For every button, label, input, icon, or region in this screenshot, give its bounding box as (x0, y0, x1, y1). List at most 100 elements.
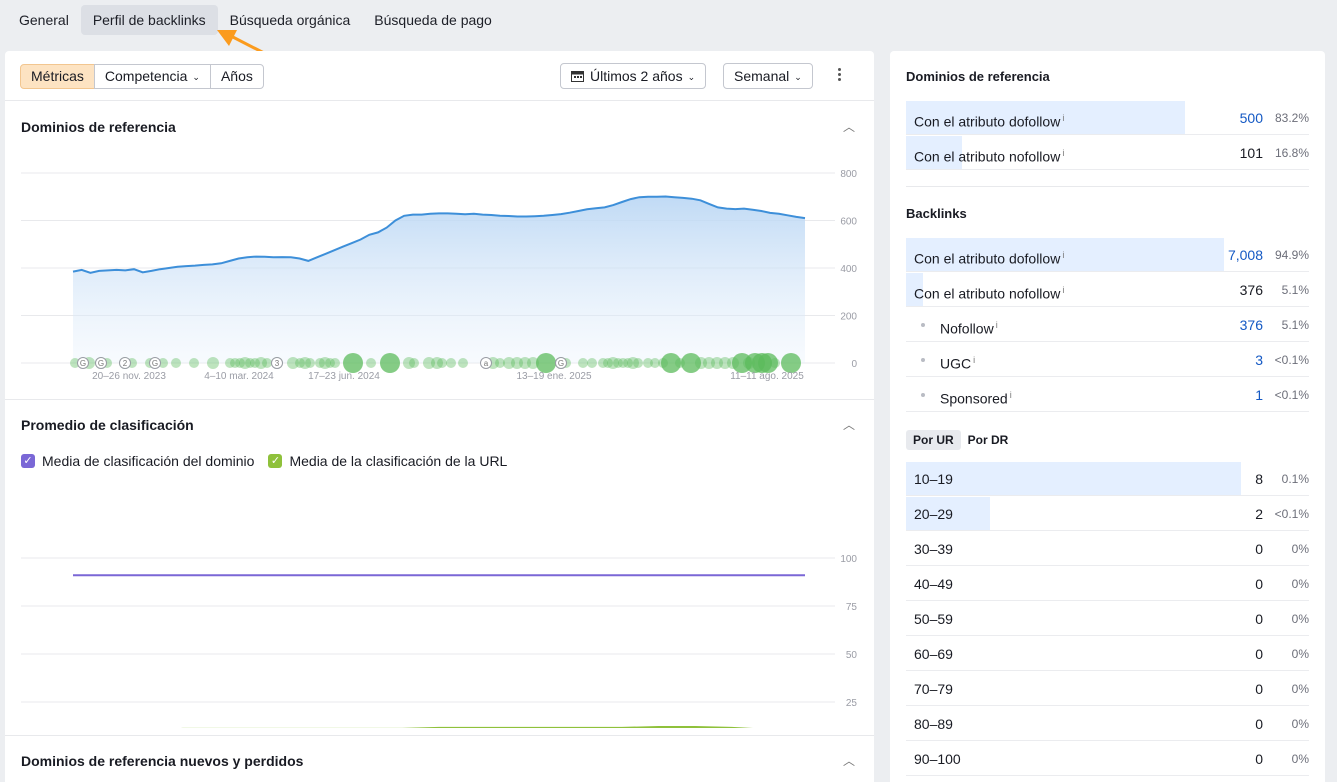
info-icon[interactable]: i (1062, 113, 1065, 123)
tab-by-dr[interactable]: Por DR (967, 433, 1009, 447)
period-label: Últimos 2 años (590, 68, 683, 84)
row-label-text: Con el atributo dofollow (914, 250, 1061, 267)
event-marker (623, 358, 633, 368)
backlink-row[interactable]: Con el atributo nofollow i 376 5.1% (906, 273, 1309, 307)
ref-row[interactable]: Con el atributo dofollow i 500 83.2% (906, 101, 1309, 135)
y-tick-label: 0 (851, 359, 857, 370)
kebab-icon[interactable] (836, 68, 842, 83)
share-bar (906, 497, 990, 530)
event-marker (781, 353, 801, 373)
divider (5, 735, 874, 736)
info-icon[interactable]: i (973, 355, 976, 365)
event-marker (587, 358, 597, 368)
tab-general[interactable]: General (19, 12, 69, 28)
row-percent: 0% (1291, 752, 1309, 766)
row-label-text: Sponsored (940, 390, 1008, 407)
row-label-text: 70–79 (914, 681, 953, 697)
info-icon[interactable]: i (1062, 250, 1065, 260)
ur-row[interactable]: 40–49 0 0% (906, 567, 1309, 601)
row-value: 101 (1239, 145, 1263, 161)
event-badge (77, 357, 89, 369)
event-marker (225, 358, 235, 368)
chart-referring-domains: 800 600 400 200 0 G G 2 G 3 a G 20–26 nov. 2023 4–10 … (21, 169, 857, 382)
row-percent: <0.1% (1274, 388, 1309, 402)
row-label: 40–49 (914, 567, 953, 601)
ur-row[interactable]: 80–89 0 0% (906, 707, 1309, 741)
checkbox-domain[interactable]: ✓ (21, 454, 35, 468)
ref-row[interactable]: Con el atributo nofollow i 101 16.8% (906, 136, 1309, 170)
divider (5, 399, 874, 400)
segment-years[interactable]: Años (209, 64, 264, 89)
row-label: Con el atributo nofollow i (914, 273, 1064, 311)
chevron-down-icon: ⌄ (794, 72, 802, 82)
event-marker (207, 357, 219, 369)
row-value[interactable]: 3 (1255, 352, 1263, 368)
event-marker (343, 353, 363, 373)
ur-row[interactable]: 20–29 2 <0.1% (906, 497, 1309, 531)
row-label: Con el atributo dofollow i (914, 101, 1064, 139)
event-badge-label: 2 (123, 359, 128, 368)
info-icon[interactable]: i (1009, 390, 1012, 400)
row-value: 0 (1255, 576, 1263, 592)
backlink-row[interactable]: Con el atributo dofollow i 7,008 94.9% (906, 238, 1309, 272)
checkbox-url[interactable]: ✓ (268, 454, 283, 468)
y-tick-label: 100 (840, 554, 857, 565)
row-value[interactable]: 7,008 (1227, 247, 1263, 263)
ur-row[interactable]: 90–100 0 0% (906, 742, 1309, 776)
ur-row[interactable]: 70–79 0 0% (906, 672, 1309, 706)
row-value: 0 (1255, 541, 1263, 557)
legend-domain-label: Media de clasificación del dominio (42, 453, 255, 469)
share-bar (906, 462, 1241, 495)
row-value[interactable]: 500 (1239, 110, 1263, 126)
interval-dropdown[interactable]: Semanal ⌄ (723, 63, 813, 89)
tab-paid[interactable]: Búsqueda de pago (374, 12, 492, 28)
tab-by-ur[interactable]: Por UR (906, 430, 961, 450)
backlink-subrow[interactable]: Nofollow i 376 5.1% (906, 308, 1309, 342)
info-icon[interactable]: i (1062, 148, 1065, 158)
row-label: Sponsored i (940, 378, 1012, 416)
row-percent: 0% (1291, 612, 1309, 626)
row-value[interactable]: 376 (1239, 317, 1263, 333)
row-label: 30–39 (914, 532, 953, 566)
event-marker (495, 358, 505, 368)
chevron-up-icon[interactable]: ︿ (843, 754, 856, 768)
share-bar (906, 136, 963, 169)
event-marker (403, 357, 415, 369)
event-marker (633, 358, 643, 368)
row-label-text: Nofollow (940, 320, 994, 337)
ur-row[interactable]: 10–19 8 0.1% (906, 462, 1309, 496)
chevron-up-icon[interactable]: ︿ (843, 418, 856, 432)
chevron-up-icon[interactable]: ︿ (843, 120, 856, 134)
event-marker (681, 353, 701, 373)
event-marker (366, 358, 376, 368)
ref-domains-title: Dominios de referencia (906, 69, 1050, 84)
row-value[interactable]: 1 (1255, 387, 1263, 403)
x-tick-label: 20–26 nov. 2023 (92, 371, 166, 382)
tab-organic[interactable]: Búsqueda orgánica (229, 12, 351, 28)
ur-row[interactable]: 60–69 0 0% (906, 637, 1309, 671)
info-icon[interactable]: i (1062, 285, 1065, 295)
backlink-subrow[interactable]: UGC i 3 <0.1% (906, 343, 1309, 377)
backlink-subrow[interactable]: Sponsored i 1 <0.1% (906, 378, 1309, 412)
segment-competition[interactable]: Competencia ⌄ (93, 64, 211, 89)
segment-metrics[interactable]: Métricas (20, 64, 95, 89)
row-label: 20–29 (914, 497, 953, 531)
row-label-text: 50–59 (914, 611, 953, 627)
row-value: 8 (1255, 471, 1263, 487)
period-dropdown[interactable]: Últimos 2 años ⌄ (560, 63, 707, 89)
ur-row[interactable]: 30–39 0 0% (906, 532, 1309, 566)
info-icon[interactable]: i (995, 320, 998, 330)
row-label: Con el atributo nofollow i (914, 136, 1064, 174)
event-marker (230, 358, 240, 368)
tab-backlinks[interactable]: Perfil de backlinks (80, 5, 218, 35)
event-marker (70, 358, 80, 368)
event-marker (503, 357, 515, 369)
event-marker (380, 353, 400, 373)
bullet-icon (921, 393, 925, 397)
row-label: Con el atributo dofollow i (914, 238, 1064, 276)
row-label-text: 40–49 (914, 576, 953, 592)
row-value: 376 (1239, 282, 1263, 298)
summary-panel: Dominios de referencia Backlinks Por UR … (890, 51, 1325, 782)
area-fill (73, 196, 805, 363)
ur-row[interactable]: 50–59 0 0% (906, 602, 1309, 636)
